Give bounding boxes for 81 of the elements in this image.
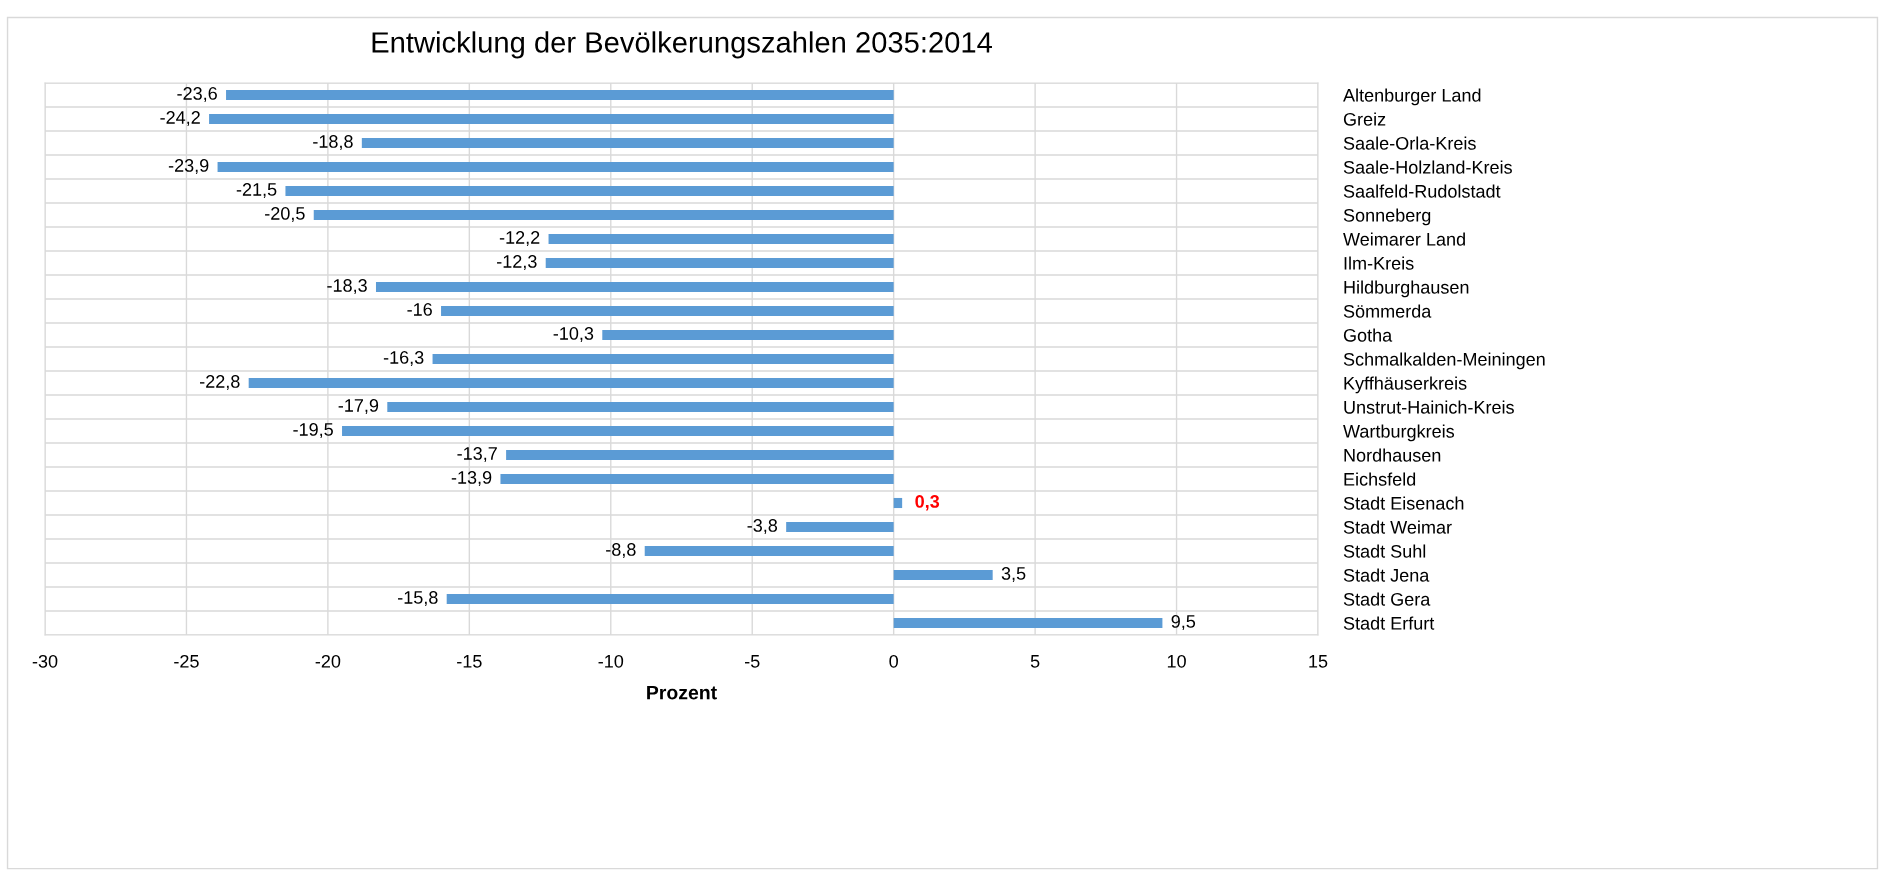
data-label: -21,5 bbox=[236, 183, 277, 198]
data-label: -23,9 bbox=[168, 159, 209, 174]
x-tick-label: -30 bbox=[32, 654, 58, 668]
y-tick-label: Stadt Weimar bbox=[1343, 520, 1452, 534]
bar bbox=[217, 161, 894, 173]
bar bbox=[441, 305, 894, 317]
x-tick-label: -15 bbox=[457, 655, 482, 668]
y-tick-label: Schmalkalden-Meiningen bbox=[1343, 352, 1545, 370]
y-tick-label: Wartburgkreis bbox=[1343, 424, 1455, 442]
bar bbox=[226, 89, 894, 101]
data-label: -13,9 bbox=[451, 471, 492, 486]
y-tick-label: Stadt Suhl bbox=[1343, 544, 1426, 558]
data-label: -12,3 bbox=[497, 255, 537, 270]
x-tick-label: -20 bbox=[315, 654, 341, 668]
data-label: -13,7 bbox=[457, 447, 497, 462]
y-tick-label: Kyffhäuserkreis bbox=[1344, 376, 1467, 394]
y-tick-label: Sonneberg bbox=[1343, 208, 1431, 226]
bar bbox=[545, 257, 894, 269]
y-tick-label: Stadt Eisenach bbox=[1343, 496, 1464, 510]
bar bbox=[375, 281, 894, 293]
y-tick-label: Saalfeld-Rudolstadt bbox=[1343, 184, 1501, 198]
bar bbox=[387, 401, 894, 413]
y-tick-label: Saale-Orla-Kreis bbox=[1343, 136, 1476, 150]
bar bbox=[361, 137, 894, 149]
bar bbox=[432, 353, 894, 365]
chart-title: Entwicklung der Bevölkerungszahlen 2035:2014 bbox=[372, 31, 992, 59]
x-tick-label: 15 bbox=[1309, 655, 1328, 668]
data-label: -24,2 bbox=[160, 111, 200, 126]
bar bbox=[248, 377, 894, 389]
y-tick-label: Nordhausen bbox=[1344, 448, 1441, 462]
data-label: -16 bbox=[407, 303, 432, 316]
y-tick-label: Unstrut-Hainich-Kreis bbox=[1344, 400, 1514, 414]
data-label: -18,8 bbox=[313, 135, 353, 150]
data-label: -19,5 bbox=[293, 423, 333, 438]
data-label: -16,3 bbox=[383, 351, 424, 366]
data-label: -22,8 bbox=[200, 375, 240, 390]
y-tick-label: Gotha bbox=[1343, 328, 1393, 342]
y-tick-label: Altenburger Land bbox=[1343, 88, 1481, 106]
bar bbox=[500, 473, 894, 485]
y-tick-label: Stadt Jena bbox=[1343, 568, 1430, 582]
y-tick-label: Eichsfeld bbox=[1344, 472, 1416, 486]
bar bbox=[893, 497, 903, 509]
bar bbox=[644, 545, 894, 557]
y-tick-label: Stadt Erfurt bbox=[1343, 616, 1435, 630]
bar bbox=[548, 233, 894, 245]
data-label: 3,5 bbox=[1001, 567, 1026, 582]
data-label: 9,5 bbox=[1171, 615, 1196, 630]
y-tick-label: Weimarer Land bbox=[1343, 232, 1465, 246]
bar bbox=[893, 569, 993, 581]
data-label: -18,3 bbox=[327, 279, 367, 294]
data-label: -15,8 bbox=[398, 591, 438, 606]
bar bbox=[446, 593, 894, 605]
data-label: -12,2 bbox=[499, 231, 540, 246]
data-label: -17,9 bbox=[338, 399, 379, 414]
y-tick-label: Saale-Holzland-Kreis bbox=[1343, 160, 1512, 174]
x-tick-label: -25 bbox=[174, 654, 199, 668]
y-tick-label: Sömmerda bbox=[1343, 304, 1432, 318]
data-label: -20,5 bbox=[265, 207, 305, 222]
y-tick-label: Ilm-Kreis bbox=[1344, 256, 1414, 270]
bar bbox=[506, 449, 894, 461]
y-tick-label: Stadt Gera bbox=[1343, 592, 1431, 606]
data-label: -3,8 bbox=[747, 519, 778, 534]
bar bbox=[786, 521, 894, 533]
data-label: -10,3 bbox=[553, 327, 594, 342]
bar bbox=[893, 617, 1163, 629]
y-tick-label: Hildburghausen bbox=[1344, 280, 1469, 298]
annotation: 0,3 bbox=[915, 495, 940, 511]
bar bbox=[285, 185, 894, 197]
x-tick-label: 10 bbox=[1167, 654, 1186, 668]
x-axis-title: Prozent bbox=[647, 685, 717, 700]
bar bbox=[602, 329, 894, 341]
bar bbox=[313, 209, 894, 221]
y-tick-label: Greiz bbox=[1343, 112, 1386, 126]
bar bbox=[342, 425, 894, 437]
x-tick-label: 0 bbox=[889, 654, 898, 668]
x-tick-label: 5 bbox=[1030, 655, 1040, 668]
x-tick-label: -10 bbox=[598, 654, 624, 668]
bar bbox=[209, 113, 894, 125]
data-label: -8,8 bbox=[606, 543, 636, 558]
data-label: -23,6 bbox=[177, 87, 217, 102]
x-tick-label: -5 bbox=[745, 655, 760, 668]
